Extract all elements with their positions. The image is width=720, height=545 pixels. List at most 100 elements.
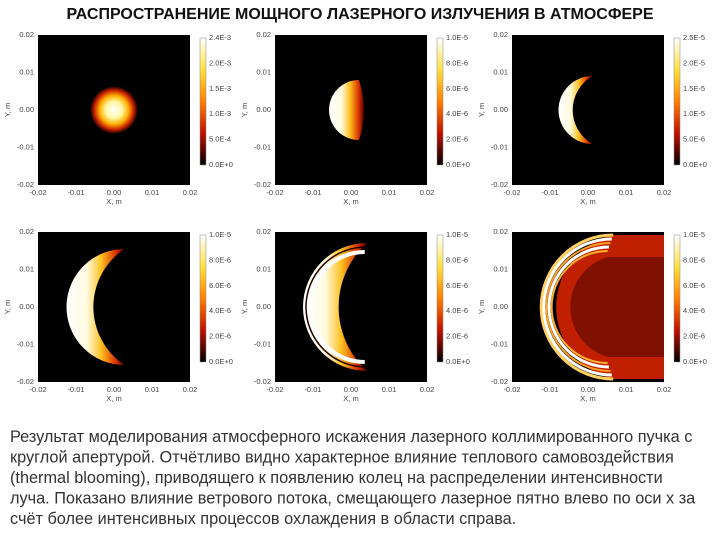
x-tick-label: -0.02 (29, 385, 46, 394)
slide-title: РАСПРОСТРАНЕНИЕ МОЩНОГО ЛАЗЕРНОГО ИЗЛУЧЕ… (66, 6, 653, 23)
ring (539, 233, 614, 381)
x-tick-label: -0.02 (503, 188, 520, 197)
x-tick-label: 0.00 (107, 385, 122, 394)
y-tick-label: 0.02 (19, 30, 34, 39)
x-tick-label: 0.00 (581, 188, 596, 197)
ring (542, 237, 612, 377)
x-tick-label: -0.02 (266, 188, 283, 197)
x-tick-label: 0.02 (183, 188, 198, 197)
y-tick-label: 0.02 (493, 30, 508, 39)
y-tick-label: 0.01 (256, 264, 271, 273)
x-tick-label: 0.01 (145, 188, 160, 197)
ring (550, 250, 608, 364)
y-tick-label: 0.01 (493, 264, 508, 273)
colorbar (436, 234, 444, 363)
x-tick-label: -0.01 (304, 188, 321, 197)
colorbar-label: 0.0E+0 (446, 160, 470, 169)
colorbar-label: 2.0E-3 (209, 58, 231, 67)
y-tick-label: -0.02 (491, 377, 508, 386)
colorbar-label: 2.0E-6 (446, 135, 468, 144)
x-tick-label: 0.01 (382, 385, 397, 394)
colorbar-label: 0.0E+0 (209, 357, 233, 366)
y-tick-label: 0.02 (493, 227, 508, 236)
y-tick-label: 0.00 (19, 302, 34, 311)
y-tick-label: -0.01 (17, 339, 34, 348)
x-tick-label: 0.01 (382, 188, 397, 197)
colorbar (673, 37, 681, 166)
colorbar-label: 5.0E-6 (683, 135, 705, 144)
y-tick-label: 0.00 (493, 302, 508, 311)
colorbar-label: 2.4E-3 (209, 33, 231, 42)
y-axis-label: Y, m (240, 300, 249, 314)
colorbar-label: 8.0E-6 (446, 58, 468, 67)
ring (545, 242, 611, 372)
x-tick-label: -0.02 (29, 188, 46, 197)
x-tick-label: -0.01 (67, 188, 84, 197)
x-tick-label: 0.02 (420, 385, 435, 394)
colorbar-label: 0.0E+0 (683, 357, 707, 366)
colorbar-label: 1.5E-5 (683, 84, 705, 93)
y-tick-label: -0.01 (254, 339, 271, 348)
colorbar-label: 6.0E-6 (683, 281, 705, 290)
colorbar-label: 6.0E-6 (446, 281, 468, 290)
x-tick-label: 0.02 (657, 385, 672, 394)
x-tick-label: 0.00 (344, 188, 359, 197)
x-axis-label: X, m (580, 394, 595, 403)
x-tick-label: -0.02 (503, 385, 520, 394)
x-axis-label: X, m (580, 197, 595, 206)
y-tick-label: -0.02 (254, 377, 271, 386)
x-tick-label: -0.01 (541, 188, 558, 197)
beam-image (303, 243, 367, 371)
beam-image (558, 76, 593, 144)
caption-line: луча. Показано влияние ветрового потока,… (10, 490, 696, 508)
x-axis-label: X, m (343, 197, 358, 206)
colorbar-label: 5.0E-4 (209, 135, 231, 144)
colorbar (199, 234, 207, 363)
colorbar (673, 234, 681, 363)
beam-spot (558, 76, 593, 144)
colorbar-label: 2.5E-5 (683, 33, 705, 42)
y-tick-label: -0.02 (254, 180, 271, 189)
colorbar-label: 2.0E-5 (683, 58, 705, 67)
colorbar-label: 6.0E-6 (446, 84, 468, 93)
y-tick-label: 0.01 (256, 67, 271, 76)
x-tick-label: 0.01 (619, 188, 634, 197)
colorbar-label: 4.0E-6 (446, 109, 468, 118)
x-tick-label: 0.00 (344, 385, 359, 394)
beam-image (90, 86, 138, 134)
y-axis-label: Y, m (477, 103, 486, 117)
beam-core (570, 257, 664, 357)
x-tick-label: -0.01 (304, 385, 321, 394)
colorbar-label: 2.0E-6 (446, 332, 468, 341)
y-tick-label: 0.00 (493, 105, 508, 114)
colorbar-label: 8.0E-6 (446, 255, 468, 264)
y-tick-label: 0.00 (19, 105, 34, 114)
y-tick-label: 0.01 (19, 67, 34, 76)
colorbar-label: 8.0E-6 (683, 255, 705, 264)
x-tick-label: 0.01 (619, 385, 634, 394)
x-tick-label: 0.00 (107, 188, 122, 197)
y-tick-label: 0.01 (19, 264, 34, 273)
beam-spot (90, 86, 138, 134)
beam-spot (329, 80, 364, 140)
colorbar-label: 1.0E-5 (683, 230, 705, 239)
colorbar-label: 1.0E-5 (209, 230, 231, 239)
x-tick-label: 0.02 (420, 188, 435, 197)
y-axis-label: Y, m (3, 103, 12, 117)
plot-area (512, 35, 664, 185)
y-tick-label: -0.01 (17, 142, 34, 151)
x-axis-label: X, m (106, 197, 121, 206)
y-tick-label: 0.00 (256, 105, 271, 114)
y-tick-label: -0.01 (491, 142, 508, 151)
colorbar-label: 0.0E+0 (683, 160, 707, 169)
x-tick-label: -0.01 (67, 385, 84, 394)
colorbar-label: 0.0E+0 (446, 357, 470, 366)
colorbar-label: 2.0E-6 (683, 332, 705, 341)
ring (547, 245, 610, 369)
y-tick-label: 0.00 (256, 302, 271, 311)
x-axis-label: X, m (343, 394, 358, 403)
y-tick-label: -0.02 (491, 180, 508, 189)
caption-line: круглой апертурой. Отчётливо видно харак… (10, 449, 674, 467)
y-tick-label: 0.01 (493, 67, 508, 76)
colorbar-label: 2.0E-6 (209, 332, 231, 341)
